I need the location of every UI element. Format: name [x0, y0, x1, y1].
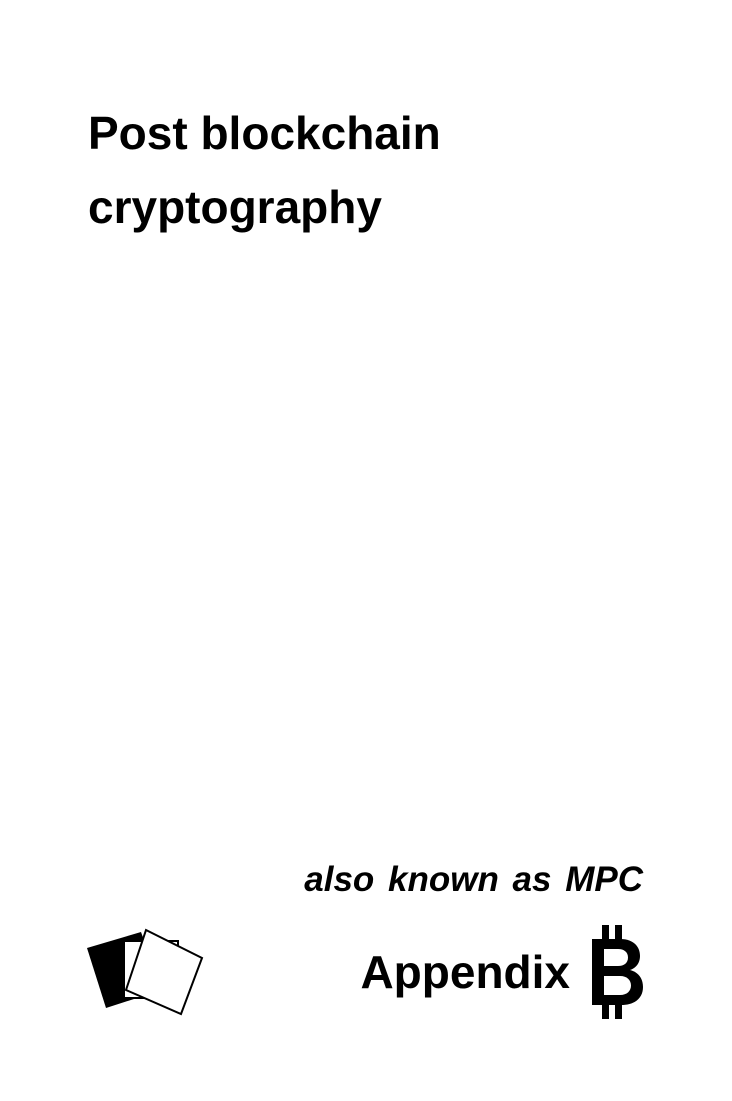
logo-front-square	[124, 928, 204, 1016]
bitcoin-b-icon	[592, 925, 643, 1019]
overlapping-squares-icon	[87, 928, 204, 1016]
appendix-label: Appendix	[360, 946, 570, 998]
title-line-1: Post blockchain	[88, 107, 441, 159]
title-line-2: cryptography	[88, 181, 382, 233]
subtitle: also known as MPC	[304, 860, 643, 899]
appendix-heading: Appendix	[360, 922, 644, 1022]
page-title: Post blockchain cryptography	[88, 96, 648, 244]
